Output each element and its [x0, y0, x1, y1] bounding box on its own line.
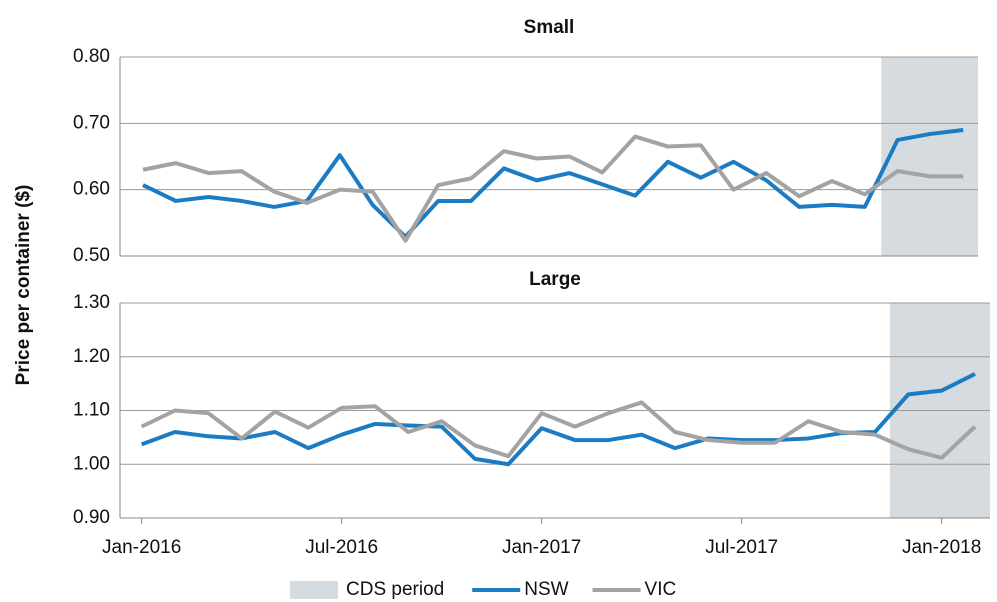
legend-label: NSW [524, 579, 568, 600]
y-axis-label: Price per container ($) [13, 185, 34, 386]
series-line [142, 127, 964, 239]
y-tick-label: 1.20 [73, 346, 110, 367]
y-tick-label: 0.90 [73, 507, 110, 528]
y-tick-label: 0.70 [73, 112, 110, 133]
y-tick-label: 1.10 [73, 400, 110, 421]
legend-label: CDS period [346, 579, 444, 600]
x-tick-label: Jan-2017 [502, 537, 581, 558]
series-line [142, 134, 964, 243]
legend-label: VIC [645, 579, 677, 600]
y-tick-label: 1.30 [73, 292, 110, 313]
panel-title: Large [529, 269, 581, 290]
x-tick-label: Jan-2018 [902, 537, 981, 558]
x-tick-label: Jan-2016 [102, 537, 181, 558]
x-tick-label: Jul-2016 [305, 537, 378, 558]
y-tick-label: 0.60 [73, 179, 110, 200]
panel-title: Small [524, 17, 575, 38]
legend-swatch [290, 581, 338, 599]
x-tick-label: Jul-2017 [705, 537, 778, 558]
cds-period [881, 57, 978, 256]
y-tick-label: 1.00 [73, 453, 110, 474]
series-line [140, 372, 976, 467]
y-tick-label: 0.50 [73, 245, 110, 266]
series-line [140, 400, 977, 460]
y-tick-label: 0.80 [73, 46, 110, 67]
